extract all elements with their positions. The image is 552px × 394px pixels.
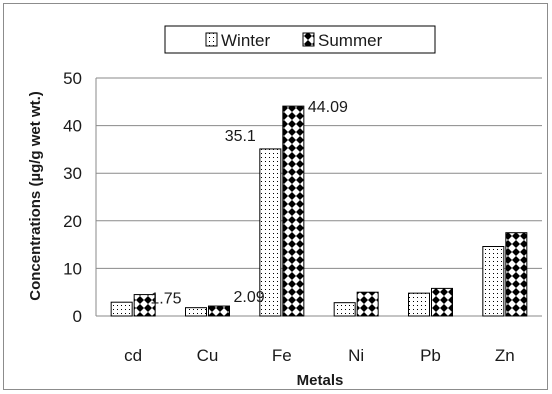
y-tick-label-20: 20 <box>63 212 82 231</box>
axes <box>95 78 542 317</box>
y-tick-label-0: 0 <box>73 307 82 326</box>
bars <box>110 105 528 317</box>
bar-summer-zn <box>505 232 528 317</box>
bar-summer-cu <box>208 305 230 317</box>
bar-summer-ni <box>356 291 379 317</box>
y-tick-label-10: 10 <box>63 259 82 278</box>
gridlines <box>96 77 542 269</box>
x-tick-label-cu: Cu <box>197 346 219 365</box>
bar-winter-ni <box>333 302 356 317</box>
legend: Winter Summer <box>164 25 436 54</box>
x-tick-label-cd: cd <box>124 346 142 365</box>
x-tick-label-zn: Zn <box>495 346 515 365</box>
data-labels: 1.75 2.09 35.1 44.09 <box>150 99 348 308</box>
legend-label-winter: Winter <box>221 31 270 50</box>
legend-swatch-winter <box>205 32 218 47</box>
bar-summer-fe <box>282 105 305 317</box>
bar-summer-cd <box>133 294 156 317</box>
x-axis-title: Metals <box>297 372 344 389</box>
bar-winter-pb <box>408 292 430 317</box>
bar-winter-cu <box>185 307 207 317</box>
legend-label-summer: Summer <box>318 31 383 50</box>
bar-winter-zn <box>482 246 505 317</box>
legend-swatch-summer <box>302 32 315 47</box>
data-label-fe-s0: 35.1 <box>225 128 256 145</box>
x-tick-label-pb: Pb <box>420 346 441 365</box>
x-tick-label-fe: Fe <box>272 346 292 365</box>
y-axis-title: Concentrations (µg/g wet wt.) <box>27 91 44 300</box>
bar-winter-cd <box>110 301 133 317</box>
x-tick-label-ni: Ni <box>348 346 364 365</box>
data-label-cu-s1: 2.09 <box>234 289 265 306</box>
y-tick-label-40: 40 <box>63 117 82 136</box>
bar-winter-fe <box>259 148 282 317</box>
data-label-cu-s0: 1.75 <box>150 291 181 308</box>
y-tick-label-30: 30 <box>63 164 82 183</box>
y-tick-label-50: 50 <box>63 69 82 88</box>
data-label-fe-s1: 44.09 <box>308 99 348 116</box>
bar-summer-pb <box>431 287 453 317</box>
tick-labels: 0 10 20 30 40 50 cd Cu Fe Ni Pb Zn <box>63 69 515 365</box>
